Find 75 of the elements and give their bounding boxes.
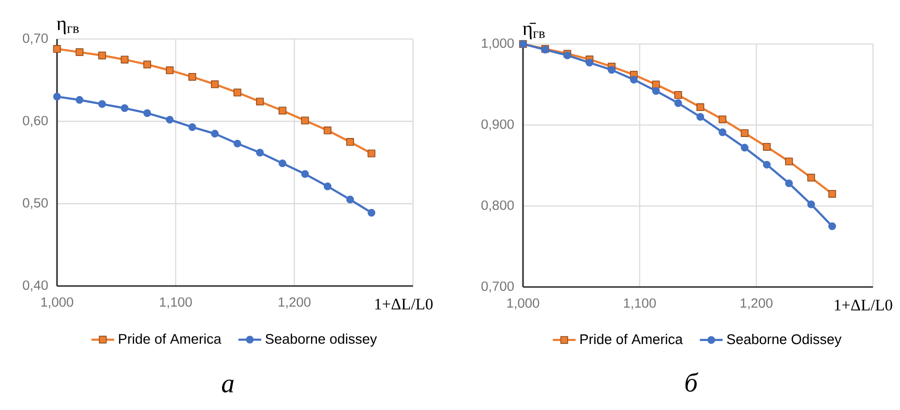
legend-label: Pride of America xyxy=(580,334,683,344)
point xyxy=(785,158,793,166)
point xyxy=(674,91,682,99)
point xyxy=(98,100,106,108)
y-axis-title: η$_{гв}$ xyxy=(56,20,79,34)
text: б xyxy=(685,372,698,392)
point xyxy=(346,196,354,204)
point xyxy=(53,45,61,53)
point xyxy=(718,128,726,136)
y-tick-label: 0,700 xyxy=(481,281,514,293)
point xyxy=(166,116,174,124)
point xyxy=(278,106,286,114)
point xyxy=(828,222,836,230)
point xyxy=(53,92,61,100)
point xyxy=(76,96,84,104)
point xyxy=(143,109,152,117)
text: а xyxy=(222,380,234,392)
point xyxy=(807,174,816,182)
point xyxy=(324,126,332,134)
point xyxy=(166,66,174,74)
point xyxy=(98,52,106,60)
point xyxy=(210,80,219,88)
point xyxy=(120,56,129,64)
point xyxy=(278,159,286,168)
point xyxy=(120,104,129,112)
point xyxy=(188,73,196,81)
point xyxy=(210,130,219,138)
y-tick-label: 0,800 xyxy=(481,200,514,212)
point xyxy=(630,76,638,84)
y-tick-label: 0,70 xyxy=(22,33,48,45)
point xyxy=(785,179,793,188)
point xyxy=(807,200,816,208)
legend-label: Pride of America xyxy=(119,334,222,344)
point xyxy=(324,182,332,190)
point xyxy=(652,80,660,88)
point xyxy=(256,148,264,156)
point xyxy=(368,150,376,158)
legend-label: Seaborne odissey xyxy=(266,334,377,347)
point xyxy=(368,208,376,217)
x-tick-label: 1,000 xyxy=(41,297,74,308)
point xyxy=(301,170,309,178)
point xyxy=(762,160,771,169)
point xyxy=(256,98,264,106)
point xyxy=(696,103,704,112)
y-tick-label: 0,50 xyxy=(22,198,48,210)
point xyxy=(76,48,84,56)
point xyxy=(762,142,771,151)
point xyxy=(740,129,749,137)
point xyxy=(608,66,616,74)
y-tick-label: 0,40 xyxy=(22,280,48,292)
x-axis-title: 1+ΔL/L0 xyxy=(834,300,892,310)
point xyxy=(143,60,152,68)
y-tick-label: 1,000 xyxy=(482,38,514,50)
x-tick-label: 1,100 xyxy=(624,298,656,310)
point xyxy=(652,87,660,95)
point xyxy=(828,190,836,198)
point xyxy=(586,58,594,66)
legend-label: Seaborne Odissey xyxy=(727,334,842,347)
point xyxy=(234,88,242,96)
y-tick-label: 0,60 xyxy=(22,116,48,127)
point xyxy=(718,115,726,124)
x-tick-label: 1,000 xyxy=(507,298,540,310)
y-axis-title: η̄$_{гв}$ xyxy=(522,22,545,40)
point xyxy=(740,144,749,152)
point xyxy=(674,99,682,107)
x-tick-label: 1,200 xyxy=(278,297,311,308)
x-axis-title: 1+ΔL/L0 xyxy=(375,298,433,310)
x-tick-label: 1,200 xyxy=(740,298,772,310)
point xyxy=(234,140,242,148)
x-tick-label: 1,100 xyxy=(160,297,192,308)
point xyxy=(346,138,354,146)
point xyxy=(188,123,196,131)
y-tick-label: 0,900 xyxy=(481,119,514,131)
point xyxy=(301,116,309,124)
point xyxy=(696,113,704,121)
